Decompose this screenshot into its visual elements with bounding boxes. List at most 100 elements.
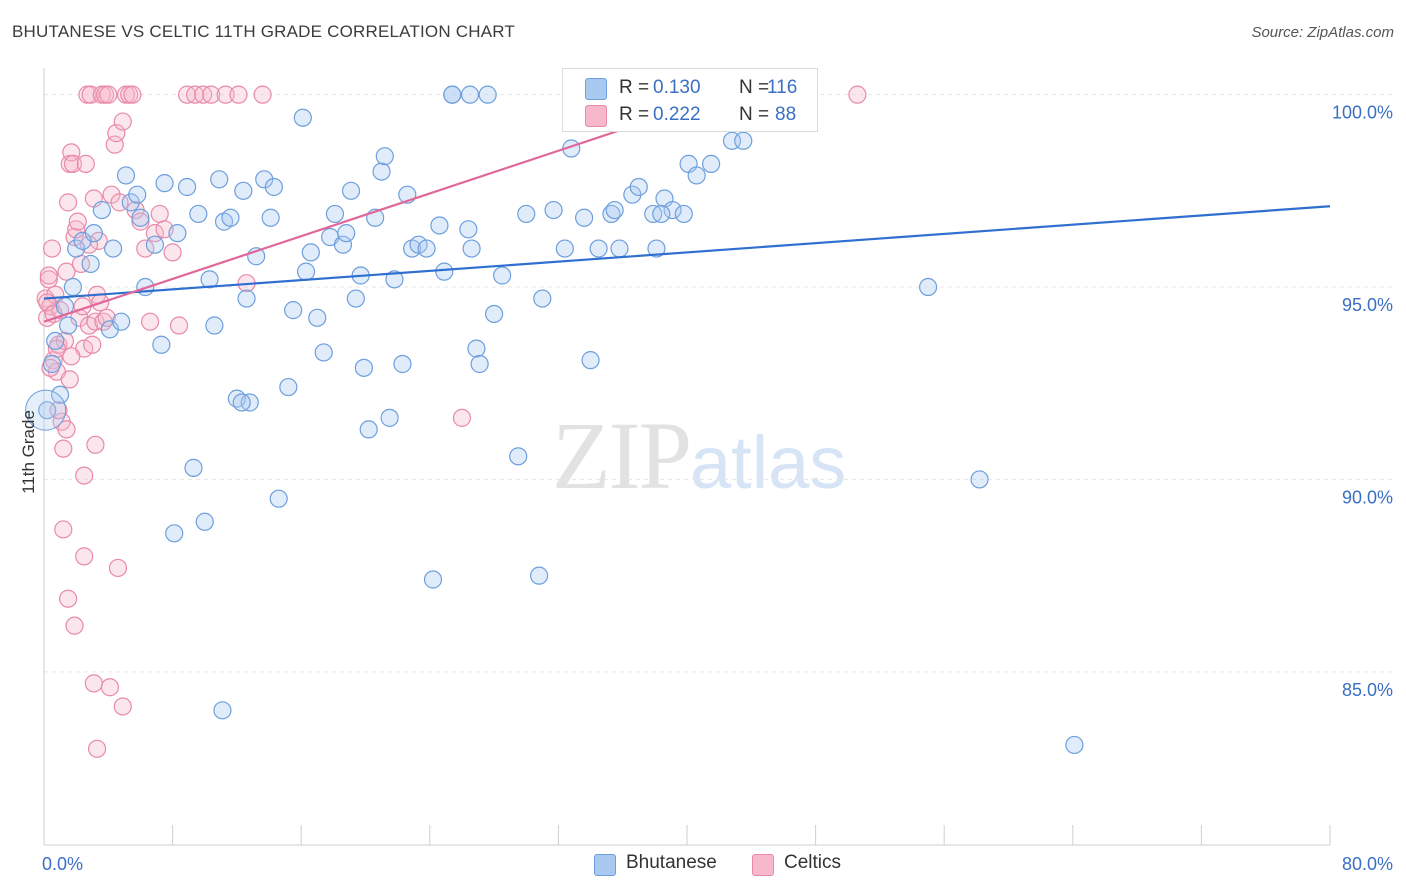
celtics-point — [65, 616, 84, 635]
bhutanese-point — [84, 224, 103, 243]
celtics-point — [113, 112, 132, 131]
celtics-trend-line — [43, 93, 728, 323]
bhutanese-point — [261, 208, 280, 227]
legend-n-value: 88 — [775, 104, 797, 125]
bhutanese-point — [301, 243, 320, 262]
bhutanese-point — [264, 177, 283, 197]
bhutanese-point — [234, 181, 253, 200]
bhutanese-point — [575, 208, 594, 227]
bhutanese-point — [423, 570, 443, 589]
y-tick-label: 85.0% — [1342, 680, 1393, 700]
bhutanese-point — [296, 262, 316, 281]
celtics-point — [99, 85, 118, 104]
x-tick-label: 80.0% — [1342, 854, 1393, 874]
celtics-point — [54, 439, 73, 458]
bhutanese-point — [50, 385, 70, 404]
bhutanese-point — [380, 408, 399, 427]
celtics-point — [75, 466, 94, 485]
bhutanese-point — [674, 204, 693, 224]
bhutanese-point — [589, 239, 608, 258]
bhutanese-point — [417, 239, 436, 258]
bhutanese-point — [168, 224, 187, 243]
bhutanese-point — [493, 266, 512, 285]
legend-n-label: N = — [739, 104, 770, 125]
bhutanese-point — [92, 200, 111, 220]
bhutanese-point — [517, 204, 536, 224]
bhutanese-point — [375, 147, 394, 166]
bhutanese-point — [687, 166, 706, 185]
bhutanese-point — [213, 701, 232, 720]
celtics-point — [57, 262, 76, 281]
bhutanese-point — [443, 85, 462, 104]
bhutanese-point — [128, 185, 147, 204]
celtics-point — [84, 674, 103, 693]
bhutanese-point — [919, 277, 938, 297]
bhutanese-point — [165, 524, 184, 543]
bhutanese-point — [104, 239, 123, 258]
celtics-point — [169, 316, 189, 335]
bhutanese-point — [200, 270, 219, 289]
celtics-point — [216, 85, 235, 104]
celtics-point — [57, 420, 76, 439]
bhutanese-point — [325, 204, 345, 224]
celtics-point — [68, 212, 87, 231]
bhutanese-point — [63, 277, 83, 297]
celtics-point — [123, 85, 142, 104]
bhutanese-point — [509, 447, 528, 466]
bhutanese-point — [663, 200, 682, 220]
celtics-point — [62, 143, 81, 162]
y-tick-label: 100.0% — [1332, 103, 1393, 123]
legend-n-label: N = — [739, 77, 770, 98]
celtics-point — [60, 370, 79, 389]
bhutanese-point — [372, 162, 391, 181]
bhutanese-point — [430, 216, 449, 235]
celtics-point — [202, 85, 221, 104]
celtics-point — [97, 308, 116, 327]
celtics-point — [100, 678, 120, 697]
celtics-point — [107, 124, 126, 143]
bhutanese-point — [460, 85, 480, 104]
bhutanese-point — [269, 489, 288, 508]
bhutanese-points — [25, 85, 1084, 755]
celtics-point — [108, 558, 128, 578]
bhutanese-point — [970, 470, 989, 489]
bhutanese-point — [152, 335, 171, 354]
celtics-point — [86, 435, 105, 454]
legend-r-value: 0.130 — [653, 77, 701, 98]
bottom-legend-label: Celtics — [784, 852, 842, 873]
bhutanese-point — [478, 85, 497, 104]
bhutanese-point — [177, 177, 197, 197]
bhutanese-point — [314, 343, 333, 362]
bhutanese-point — [393, 354, 412, 374]
bhutanese-point — [232, 393, 251, 412]
bhutanese-point — [605, 200, 624, 220]
chart-title: BHUTANESE VS CELTIC 11TH GRADE CORRELATI… — [12, 22, 515, 41]
celtics-point — [76, 154, 95, 173]
source-credit: Source: ZipAtlas.com — [1251, 24, 1394, 41]
bhutanese-point — [385, 270, 404, 289]
bhutanese-point — [341, 181, 361, 200]
celtics-point — [39, 266, 58, 285]
axis-labels: 100.0% 95.0% 90.0% 85.0% 0.0% 80.0% 11th Grade — [19, 103, 1393, 874]
bhutanese-point — [652, 204, 671, 224]
bhutanese-point — [59, 316, 78, 335]
celtics-point — [39, 270, 58, 289]
bhutanese-point — [435, 262, 454, 281]
celtics-swatch — [752, 854, 774, 876]
legend-r-label: R = — [619, 77, 650, 98]
bhutanese-point — [184, 458, 203, 477]
bhutanese-point — [459, 220, 478, 239]
bottom-legend-label: Bhutanese — [626, 852, 717, 873]
celtics-point — [59, 193, 78, 212]
bhutanese-point — [1065, 735, 1084, 755]
bhutanese-point — [155, 174, 174, 193]
stats-legend: R = 0.130 N = 116 R = 0.222 N = 88 — [562, 68, 818, 132]
bhutanese-point — [530, 566, 549, 585]
bhutanese-point — [221, 208, 240, 227]
bhutanese-trend-line — [43, 205, 1331, 300]
bhutanese-point — [308, 308, 327, 327]
celtics-point — [83, 335, 102, 354]
bhutanese-point — [485, 304, 504, 324]
celtics-points — [36, 85, 867, 758]
